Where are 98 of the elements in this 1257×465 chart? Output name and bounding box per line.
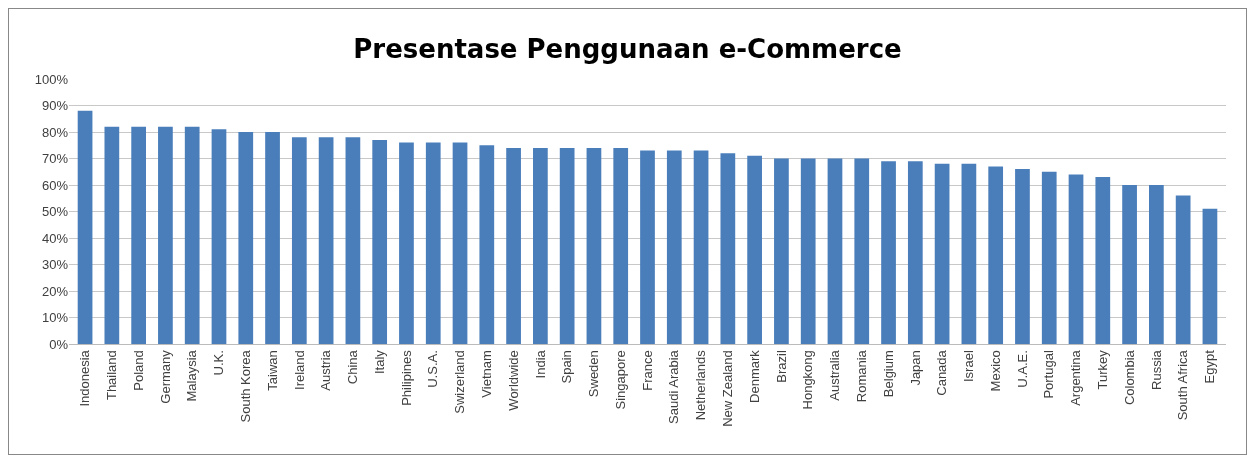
x-tick-label: Denmark [746, 349, 762, 403]
x-tick-label: Belgium [880, 350, 896, 398]
x-tick-label: Russia [1148, 349, 1164, 390]
y-tick-label: 90% [41, 98, 69, 114]
chart-title: Presentase Penggunaan e-Commerce [353, 34, 902, 65]
x-tick-label: Poland [130, 350, 146, 391]
bar [720, 153, 736, 344]
bar [372, 139, 388, 344]
x-tick-label: Singapore [612, 350, 628, 410]
x-tick-label: India [532, 349, 548, 379]
bar [533, 147, 548, 344]
bar [907, 161, 923, 344]
x-tick-label: Portugal [1041, 350, 1057, 399]
x-tick-label: Italy [371, 349, 387, 375]
bar [1202, 208, 1218, 344]
bar [318, 137, 334, 344]
x-tick-label: Philipines [398, 349, 414, 406]
bar [399, 142, 414, 344]
y-tick-label: 10% [41, 310, 69, 326]
bar [211, 129, 227, 344]
x-tick-label: Vietnam [479, 350, 495, 398]
bar [559, 147, 575, 344]
x-tick-label: China [345, 349, 361, 385]
x-tick-label: Worldwide [505, 350, 521, 411]
x-tick-label: Thailand [104, 350, 120, 401]
x-tick-label: Argentina [1068, 349, 1084, 406]
y-tick-label: 20% [41, 283, 69, 299]
bar [1122, 185, 1137, 344]
y-tick-label: 70% [41, 151, 69, 167]
x-tick-label: Australia [827, 349, 843, 401]
x-tick-label: Spain [559, 350, 575, 384]
x-tick-label: South Africa [1175, 349, 1191, 421]
bar [961, 163, 977, 344]
x-tick-label: Hongkong [800, 350, 816, 410]
bar [238, 132, 254, 344]
x-tick-label: Canada [934, 349, 950, 396]
y-tick-label: 0% [49, 336, 69, 352]
x-tick-label: Taiwan [264, 350, 280, 391]
y-tick-label: 80% [41, 124, 69, 140]
bar [881, 161, 896, 344]
x-tick-label: Saudi Arabia [666, 349, 682, 424]
x-tick-label: Brazil [773, 350, 789, 383]
x-tick-label: Romania [853, 349, 869, 403]
x-tick-label: France [639, 350, 655, 391]
y-tick-label: 30% [41, 257, 69, 273]
x-tick-label: Israel [961, 350, 977, 382]
bar [184, 126, 200, 344]
x-tick-label: Japan [907, 350, 923, 386]
bar [827, 158, 843, 344]
x-tick-label: Malaysia [184, 349, 200, 402]
bar [77, 110, 93, 344]
bar [1015, 169, 1030, 344]
y-tick-label: 100% [34, 71, 69, 87]
bar [988, 166, 1004, 344]
bar [774, 158, 789, 344]
bar [1175, 195, 1191, 344]
x-tick-label: Sweden [586, 350, 602, 398]
bar [934, 163, 950, 344]
bar [613, 147, 629, 344]
bar [666, 150, 682, 344]
x-tick-label: Swizerland [452, 350, 468, 414]
x-tick-label: U.A.E. [1014, 350, 1030, 388]
x-tick-label: Netherlands [693, 349, 709, 421]
bar [640, 150, 655, 344]
y-tick-label: 50% [41, 204, 69, 220]
bar [854, 158, 870, 344]
bar [747, 155, 762, 344]
bar [479, 145, 495, 344]
x-tick-label: South Korea [237, 349, 253, 423]
x-tick-label: Colombia [1121, 349, 1137, 406]
y-tick-label: 60% [41, 177, 69, 193]
bar [265, 132, 280, 344]
x-tick-label: Austria [318, 349, 334, 391]
x-tick-label: Germany [157, 349, 173, 404]
x-tick-label: Mexico [987, 350, 1003, 392]
bar [800, 158, 816, 344]
x-tick-label: Indonesia [77, 349, 93, 407]
bar [506, 147, 521, 344]
bar [452, 142, 468, 344]
bar [1149, 185, 1164, 344]
bar [1041, 171, 1057, 344]
bar [1095, 177, 1111, 344]
bar [104, 126, 120, 344]
bar [586, 147, 602, 344]
bar [345, 137, 361, 344]
bar [1068, 174, 1084, 344]
x-tick-label: U.K. [211, 350, 227, 376]
bar [158, 126, 173, 344]
x-tick-label: New Zealand [720, 350, 736, 427]
bar [291, 137, 307, 344]
bar [693, 150, 709, 344]
x-tick-label: Turkey [1095, 349, 1111, 390]
x-tick-label: U.S.A. [425, 350, 441, 388]
x-tick-label: Ireland [291, 350, 307, 390]
bar [425, 142, 441, 344]
x-tick-label: Egypt [1202, 349, 1218, 384]
y-tick-label: 40% [41, 230, 69, 246]
bar [131, 126, 146, 344]
